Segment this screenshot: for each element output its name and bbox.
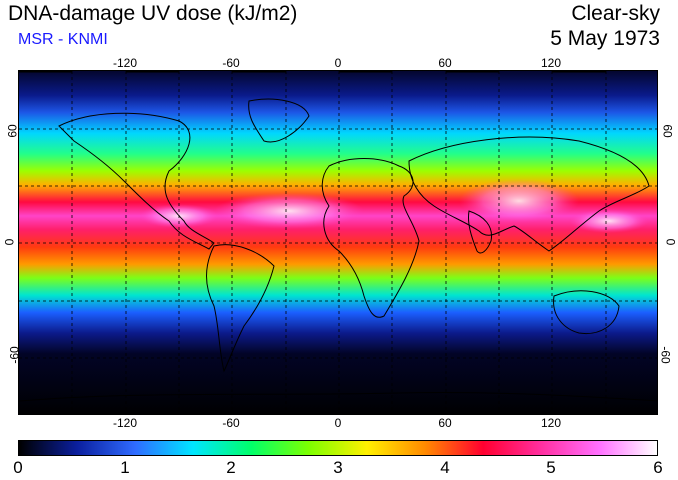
lat-tick-right: -60 [658,346,673,364]
uv-dose-map [18,70,658,415]
lon-tick-top: 0 [334,56,342,70]
uv-dose-field [19,71,657,414]
colorbar-label: 1 [120,458,130,477]
map-source: MSR - KNMI [18,31,108,48]
lon-tick-bottom: -120 [112,416,138,430]
colorbar-label: 0 [13,458,23,477]
lon-tick-bottom: 0 [334,416,342,430]
colorbar-label: 6 [653,458,663,477]
sky-condition: Clear-sky [571,2,660,25]
lat-tick-left: 0 [2,238,17,246]
lat-tick-right: 0 [663,238,678,246]
map-date: 5 May 1973 [550,27,660,50]
lon-tick-bottom: 60 [438,416,452,430]
lon-tick-top: -60 [222,56,240,70]
colorbar [18,440,658,456]
graticule [19,71,657,414]
map-title: DNA-damage UV dose (kJ/m2) [8,2,298,25]
colorbar-label: 3 [333,458,343,477]
lat-tick-right: 60 [660,124,675,138]
colorbar-label: 2 [226,458,236,477]
lon-tick-top: -120 [112,56,138,70]
colorbar-label: 4 [440,458,450,477]
lon-tick-bottom: 120 [540,416,562,430]
lon-tick-top: 60 [438,56,452,70]
colorbar-label: 5 [546,458,556,477]
lon-tick-top: 120 [540,56,562,70]
lon-tick-bottom: -60 [222,416,240,430]
